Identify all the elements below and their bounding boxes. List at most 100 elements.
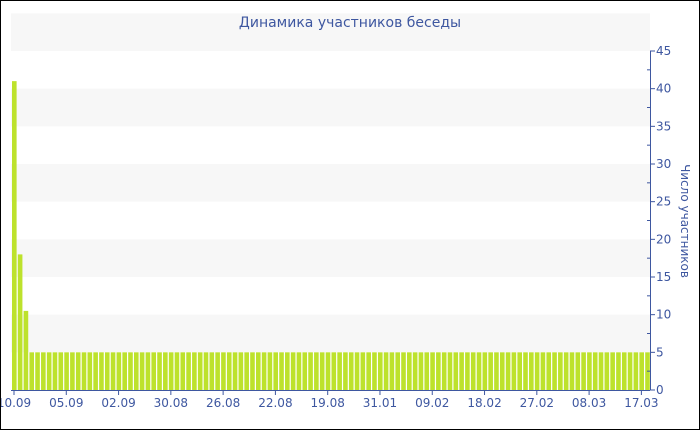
bar — [46, 352, 52, 390]
x-tick-label: 05.09 — [49, 396, 83, 410]
bar — [377, 352, 383, 390]
bar — [348, 352, 354, 390]
bar — [610, 352, 615, 390]
y-tick-label: 30 — [656, 157, 671, 171]
x-tick-label: 18.02 — [467, 396, 501, 410]
bar — [186, 352, 191, 390]
bar — [64, 352, 69, 390]
bar — [592, 352, 598, 390]
bar — [273, 352, 279, 390]
bar — [209, 352, 215, 390]
bar — [499, 352, 505, 390]
bar — [529, 352, 534, 390]
bar — [279, 352, 284, 390]
bar — [203, 352, 209, 390]
x-tick-label: 02.09 — [101, 396, 135, 410]
bar — [337, 352, 342, 390]
y-tick-label: 5 — [656, 345, 664, 359]
bar — [244, 352, 249, 390]
bar — [75, 352, 81, 390]
bar — [604, 352, 610, 390]
bar — [163, 352, 168, 390]
bar — [354, 352, 360, 390]
bar — [17, 254, 23, 390]
bar — [575, 352, 581, 390]
y-axis-label: Число участников — [678, 164, 692, 278]
y-tick-label: 25 — [656, 195, 671, 209]
bar — [331, 352, 337, 390]
x-tick-label: 27.02 — [520, 396, 554, 410]
bar — [325, 352, 331, 390]
bar — [558, 352, 563, 390]
x-tick-label: 26.08 — [206, 396, 240, 410]
y-tick-label: 15 — [656, 270, 671, 284]
bar — [157, 352, 162, 390]
bar — [401, 352, 406, 390]
bar — [35, 352, 40, 390]
x-tick-label: 17.03 — [624, 396, 658, 410]
bar — [395, 352, 401, 390]
bar — [122, 352, 127, 390]
y-tick-label: 45 — [656, 44, 671, 58]
bar — [447, 352, 453, 390]
y-tick-label: 40 — [656, 82, 671, 96]
bar — [70, 352, 75, 390]
bar — [250, 352, 255, 390]
bar — [343, 352, 348, 390]
bar — [372, 352, 377, 390]
bar — [319, 352, 325, 390]
bar — [453, 352, 459, 390]
bar — [58, 352, 64, 390]
bar — [470, 352, 476, 390]
bar — [407, 352, 412, 390]
x-tick-label: 08.03 — [572, 396, 606, 410]
bar — [215, 352, 220, 390]
x-tick-label: 22.08 — [258, 396, 292, 410]
x-tick-label: 31.01 — [363, 396, 397, 410]
y-tick-label: 0 — [656, 383, 664, 397]
bar — [29, 352, 35, 390]
bar — [616, 352, 621, 390]
bar — [482, 352, 488, 390]
bar — [511, 352, 517, 390]
bar — [197, 352, 203, 390]
bar — [424, 352, 430, 390]
bar — [587, 352, 592, 390]
bar — [517, 352, 522, 390]
bar — [296, 352, 302, 390]
bar — [563, 352, 569, 390]
bar — [290, 352, 296, 390]
x-tick-label: 19.08 — [311, 396, 345, 410]
bar — [232, 352, 238, 390]
bar — [436, 352, 441, 390]
bar — [145, 352, 151, 390]
bar — [110, 352, 116, 390]
bar — [192, 352, 197, 390]
bar — [302, 352, 308, 390]
bar — [81, 352, 87, 390]
bar — [87, 352, 93, 390]
bar — [267, 352, 273, 390]
bar — [174, 352, 180, 390]
bar — [133, 352, 139, 390]
grid-band — [11, 13, 650, 52]
bar — [418, 352, 424, 390]
bar — [488, 352, 493, 390]
bar — [226, 352, 232, 390]
bar — [221, 352, 226, 390]
bar — [534, 352, 540, 390]
bar — [633, 352, 639, 390]
bar — [12, 81, 17, 390]
bar — [430, 352, 435, 390]
bar — [569, 352, 575, 390]
bar — [552, 352, 557, 390]
bar — [41, 352, 46, 390]
bar — [465, 352, 470, 390]
bar — [308, 352, 313, 390]
y-tick-label: 35 — [656, 119, 671, 133]
grid-band — [11, 88, 650, 127]
bar — [360, 352, 366, 390]
grid-band — [11, 314, 650, 353]
